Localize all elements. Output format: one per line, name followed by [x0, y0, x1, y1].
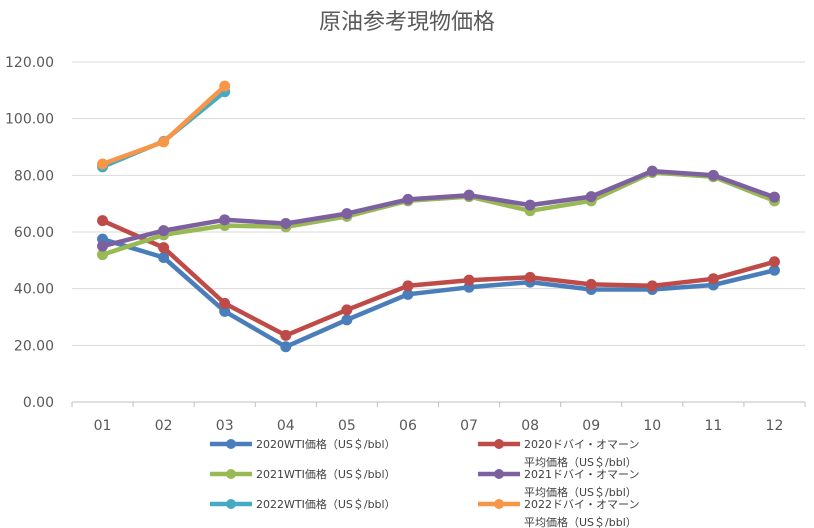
- data-point: [646, 165, 658, 177]
- data-point: [707, 273, 719, 285]
- x-tick-label: 04: [277, 418, 295, 434]
- y-tick-label: 100.00: [5, 112, 54, 128]
- series-line: [100, 218, 777, 338]
- legend-item: 2022WTI価格（US＄/bbl）: [210, 497, 396, 511]
- data-point: [97, 158, 109, 170]
- x-tick-label: 07: [460, 418, 478, 434]
- legend-swatch-marker: [494, 499, 504, 509]
- x-tick-label: 03: [216, 418, 234, 434]
- data-point: [280, 218, 292, 229]
- x-tick-label: 06: [399, 418, 417, 434]
- series-line: [100, 83, 227, 167]
- data-point: [524, 199, 536, 211]
- y-tick-label: 40.00: [14, 282, 54, 298]
- series-2: [97, 215, 780, 341]
- data-point: [707, 169, 719, 181]
- data-point: [463, 189, 475, 201]
- data-point: [219, 214, 231, 226]
- legend-item: 2021WTI価格（US＄/bbl）: [210, 467, 396, 481]
- legend-swatch-marker: [494, 469, 504, 479]
- legend-item: 2020WTI価格（US＄/bbl）: [210, 437, 396, 451]
- x-tick-label: 10: [643, 418, 661, 434]
- x-tick-label: 01: [94, 418, 112, 434]
- legend-swatch-marker: [494, 439, 504, 449]
- x-tick-label: 05: [338, 418, 356, 434]
- chart-title: 原油参考現物価格: [318, 10, 495, 35]
- series-6: [97, 80, 231, 170]
- x-tick-label: 11: [704, 418, 722, 434]
- y-tick-label: 80.00: [14, 168, 54, 184]
- data-point: [585, 191, 597, 203]
- data-point: [463, 274, 475, 286]
- series-lines: [97, 80, 780, 353]
- legend-label: 2021ドバイ・オマーン: [524, 468, 639, 481]
- data-point: [646, 280, 658, 292]
- legend-label: 2021WTI価格（US＄/bbl）: [256, 467, 396, 481]
- legend-label: 2022ドバイ・オマーン: [524, 498, 639, 511]
- y-tick-label: 20.00: [14, 338, 54, 354]
- y-tick-label: 120.00: [5, 55, 54, 71]
- data-point: [341, 208, 353, 220]
- series-4: [97, 165, 780, 252]
- series-line: [100, 236, 777, 350]
- y-tick-label: 60.00: [14, 225, 54, 241]
- data-point: [97, 215, 109, 227]
- legend-label: 2020ドバイ・オマーン: [524, 438, 639, 451]
- legend-label: 平均価格（US＄/bbl）: [524, 515, 637, 528]
- x-tick-label: 12: [766, 418, 784, 434]
- legend: 2020WTI価格（US＄/bbl） 2020ドバイ・オマーン平均価格（US＄/b…: [210, 437, 639, 528]
- data-point: [158, 252, 170, 263]
- data-point: [97, 240, 109, 252]
- series-line: [100, 168, 777, 249]
- y-tick-label: 0.00: [23, 395, 54, 411]
- data-point: [768, 264, 780, 276]
- data-point: [402, 280, 414, 292]
- data-point: [402, 193, 414, 205]
- data-point: [524, 271, 536, 283]
- data-point: [219, 80, 231, 92]
- data-point: [280, 329, 292, 341]
- data-point: [158, 136, 170, 148]
- data-point: [341, 314, 353, 326]
- x-tick-label: 09: [582, 418, 600, 434]
- legend-label: 2022WTI価格（US＄/bbl）: [256, 497, 396, 511]
- x-tick-label: 08: [521, 418, 539, 434]
- axes: 0.00 20.00 40.00 60.00 80.00 100.00 120.00 01 02…: [5, 55, 806, 434]
- data-point: [768, 191, 780, 203]
- series-3: [97, 167, 780, 261]
- x-tick-label: 02: [155, 418, 173, 434]
- data-point: [768, 256, 780, 268]
- data-point: [158, 225, 170, 237]
- data-point: [97, 249, 109, 261]
- legend-swatch-marker: [226, 469, 236, 479]
- series-line: [100, 170, 777, 257]
- series-1: [97, 233, 780, 353]
- legend-label: 2020WTI価格（US＄/bbl）: [256, 437, 396, 451]
- data-point: [402, 288, 414, 300]
- data-point: [158, 242, 170, 254]
- data-point: [219, 297, 231, 309]
- data-point: [585, 278, 597, 290]
- legend-swatch-marker: [226, 499, 236, 509]
- data-point: [280, 341, 292, 353]
- legend-label: 平均価格（US＄/bbl）: [524, 485, 637, 499]
- data-point: [341, 304, 353, 316]
- data-point: [219, 305, 231, 317]
- legend-swatch-marker: [226, 439, 236, 449]
- legend-label: 平均価格（US＄/bbl）: [524, 455, 637, 469]
